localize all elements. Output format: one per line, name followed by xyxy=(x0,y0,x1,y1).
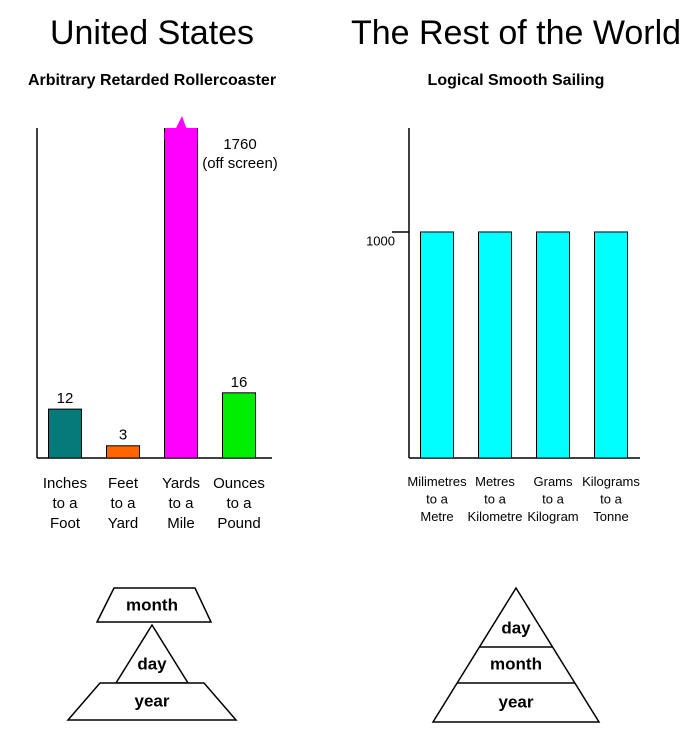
data-label: 16 xyxy=(231,374,248,391)
x-tick-label: Metres to a Kilometre xyxy=(468,474,523,524)
x-tick-label: Yards to a Mile xyxy=(162,475,200,532)
bar xyxy=(48,408,82,459)
pyramid-label: day xyxy=(501,618,531,637)
data-label: 3 xyxy=(119,427,127,444)
x-tick-label: Kilograms to a Tonne xyxy=(582,474,640,524)
off-screen-break xyxy=(164,116,198,140)
pyramid-label: month xyxy=(490,654,542,673)
bar xyxy=(536,231,570,459)
bar xyxy=(222,392,256,459)
pyramid-label: year xyxy=(135,691,170,710)
chart-subtitle: Arbitrary Retarded Rollercoaster xyxy=(28,72,276,89)
year-shape xyxy=(66,682,238,721)
bar xyxy=(478,231,512,459)
left-pyramid xyxy=(66,587,238,721)
plot-area xyxy=(48,128,256,459)
pyramid-label: year xyxy=(499,692,534,711)
chart-title: The Rest of the World xyxy=(351,14,681,52)
plot-area xyxy=(420,231,628,459)
bar xyxy=(106,445,140,459)
chart-title: United States xyxy=(50,14,254,52)
data-label: 1760 (off screen) xyxy=(202,136,278,172)
x-tick-label: Feet to a Yard xyxy=(108,475,139,532)
pyramid-label: day xyxy=(137,654,167,673)
pyramid-label: month xyxy=(126,595,178,614)
month-shape xyxy=(95,587,213,623)
bar xyxy=(594,231,628,459)
x-tick-label: Ounces to a Pound xyxy=(213,475,265,532)
y-tick-label: 1000 xyxy=(366,233,395,248)
x-tick-label: Grams to a Kilogram xyxy=(527,474,578,524)
x-tick-label: Inches to a Foot xyxy=(43,475,87,532)
bar xyxy=(420,231,454,459)
x-tick-label: Milimetres to a Metre xyxy=(407,474,467,524)
pyramid-shape xyxy=(431,586,601,723)
chart-subtitle: Logical Smooth Sailing xyxy=(428,72,605,89)
bar xyxy=(164,128,198,459)
right-pyramid xyxy=(431,586,601,723)
data-label: 12 xyxy=(57,390,74,407)
